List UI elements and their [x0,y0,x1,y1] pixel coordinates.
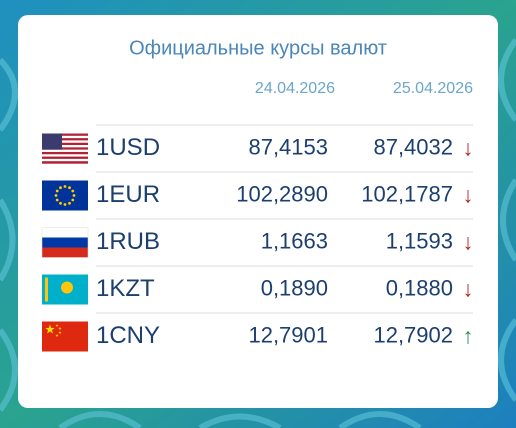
date: 25.04.2026 [393,80,473,97]
flag-stripe [42,161,88,164]
flag-stripe [42,138,88,141]
rate: 0,1880 [386,275,453,300]
flag-stripe [42,156,88,160]
flag-star [68,186,71,190]
flag-star [58,330,62,334]
flag-star [45,324,55,334]
flag-stripe [42,147,88,150]
rate: 102,1787 [361,181,453,206]
rate: 87,4032 [373,134,453,159]
flag-star [55,198,59,202]
flag-border [41,227,89,258]
rate: 0,1890 [261,275,328,300]
currency-code: 1KZT [96,275,155,302]
flag-stripe [42,237,88,248]
flag-field [42,180,88,211]
currency-row: 1USD 87,4153 87,4032 ↓ [42,124,474,164]
flag-star [63,185,67,188]
currency-row: 1KZT 0,1890 0,1880 ↓ [42,265,474,305]
flag-star [55,323,59,327]
flag-star [72,194,76,197]
flag-star [71,189,75,193]
flag-stripe [42,142,88,146]
flag-star [59,186,62,190]
flag-stripe [42,247,88,258]
flag-star [58,326,62,330]
trend-arrow: ↓ [463,276,474,301]
flag-stripe [42,149,88,153]
card [18,15,498,408]
currency-row: 1EUR 102,2890 102,1787 ↓ [42,171,474,211]
trend-arrow: ↓ [463,229,474,254]
background-pattern [0,38,516,428]
rate: 1,1663 [261,228,328,253]
flag-stripe [42,151,88,155]
flag-stripe [42,158,88,162]
trend-arrow: ↓ [463,182,474,207]
flag-canton [42,133,62,150]
currency-code: 1CNY [96,322,160,349]
flag-star [71,198,75,202]
flag-stripe [42,135,88,139]
flag-field [42,321,88,352]
rate: 12,7901 [248,322,328,347]
flag-stripe [42,227,88,238]
flag-star [63,203,67,206]
flag-star [54,194,58,197]
currency-row: 1RUB 1,1663 1,1593 ↓ [41,218,474,258]
flag-stripe [42,140,88,143]
rate: 1,1593 [386,228,453,253]
currency-row: 1CNY 12,7901 12,7902 ↑ [42,312,474,352]
flag-ornament [45,277,48,302]
trend-arrow: ↑ [463,323,474,348]
flag-sun [61,281,73,294]
currency-code: 1RUB [96,228,160,255]
flag-stripe [42,154,88,157]
flag-star [59,201,62,205]
flag-star [55,333,59,337]
flag-star [55,189,59,193]
flag-star [68,201,71,205]
trend-arrow: ↓ [463,135,474,160]
flag-stripe [42,145,88,148]
flag-stripe [42,133,88,137]
title: Официальные курсы валют [129,37,387,59]
currency-code: 1EUR [96,181,160,208]
rate: 87,4153 [248,134,328,159]
rate: 12,7902 [373,322,453,347]
currency-code: 1USD [96,134,160,161]
date: 24.04.2026 [255,80,335,97]
rate: 102,2890 [236,181,328,206]
